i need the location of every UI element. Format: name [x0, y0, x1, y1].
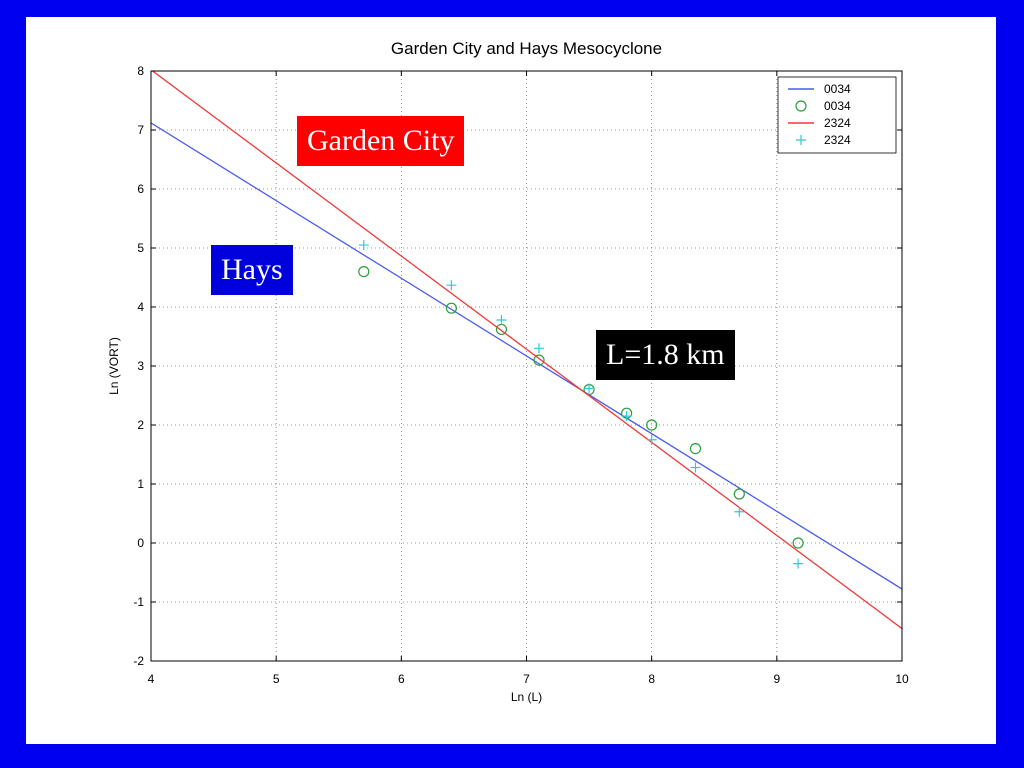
data-point-plus — [734, 506, 745, 517]
legend-label: 2324 — [824, 133, 851, 147]
x-tick-label: 4 — [148, 672, 155, 686]
data-point-circle — [646, 419, 658, 431]
data-point-circle — [689, 443, 702, 455]
chart-title: Garden City and Hays Mesocyclone — [391, 39, 662, 58]
data-point-plus — [358, 240, 369, 251]
x-tick-label: 9 — [773, 672, 780, 686]
legend-label: 0034 — [824, 99, 851, 113]
legend-symbol — [795, 100, 807, 112]
data-point-circle — [792, 537, 804, 549]
series-line — [151, 122, 902, 590]
data-point-plus — [584, 383, 595, 394]
x-axis-label: Ln (L) — [511, 690, 542, 704]
data-point-plus — [793, 558, 804, 569]
y-tick-label: 2 — [137, 418, 144, 432]
series-line — [151, 71, 902, 630]
x-tick-label: 6 — [398, 672, 405, 686]
series-2324-scatter — [358, 240, 804, 569]
y-tick-label: -1 — [133, 595, 144, 609]
y-tick-label: 5 — [137, 241, 144, 255]
legend-label: 0034 — [824, 82, 851, 96]
y-tick-label: 0 — [137, 536, 144, 550]
y-tick-label: -2 — [133, 654, 144, 668]
y-axis-label: Ln (VORT) — [107, 337, 121, 395]
y-tick-label: 6 — [137, 182, 144, 196]
data-point-plus — [796, 135, 806, 145]
data-point-circle — [733, 488, 745, 500]
data-point-circle — [533, 354, 545, 366]
legend: 0034 0034 2324 2324 — [777, 76, 897, 154]
x-tick-label: 5 — [273, 672, 280, 686]
data-point-circle — [358, 266, 370, 278]
data-point-plus — [690, 462, 701, 473]
hays-label: Hays — [211, 245, 293, 295]
y-tick-label: 7 — [137, 123, 144, 137]
y-tick-label: 1 — [137, 477, 144, 491]
legend-label: 2324 — [824, 116, 851, 130]
data-point-circle — [795, 100, 807, 112]
y-tick-label: 4 — [137, 300, 144, 314]
chart: 4 5 6 7 8 9 10 -2 -1 0 1 2 3 4 5 6 7 8 Garden City and Ha… — [107, 39, 909, 704]
x-tick-label: 7 — [523, 672, 530, 686]
x-tick-label: 8 — [648, 672, 655, 686]
data-point-plus — [534, 343, 545, 354]
data-point-plus — [621, 411, 632, 422]
slide-panel: 4 5 6 7 8 9 10 -2 -1 0 1 2 3 4 5 6 7 8 Garden City and Ha… — [26, 17, 996, 744]
y-tick-label: 3 — [137, 359, 144, 373]
grid — [150, 70, 903, 662]
data-point-plus — [646, 434, 657, 445]
series-2324-line — [151, 71, 902, 630]
data-point-plus — [446, 280, 457, 291]
data-point-circle — [445, 302, 457, 314]
series-0034-line — [151, 122, 902, 590]
axis-ticks: 4 5 6 7 8 9 10 -2 -1 0 1 2 3 4 5 6 7 8 — [133, 64, 909, 686]
series-layer — [151, 71, 902, 630]
y-tick-label: 8 — [137, 64, 144, 78]
legend-symbol — [796, 135, 806, 145]
x-tick-label: 10 — [895, 672, 909, 686]
garden-city-label: Garden City — [297, 116, 465, 166]
data-point-plus — [496, 314, 507, 325]
length-scale-label: L=1.8 km — [596, 330, 735, 380]
